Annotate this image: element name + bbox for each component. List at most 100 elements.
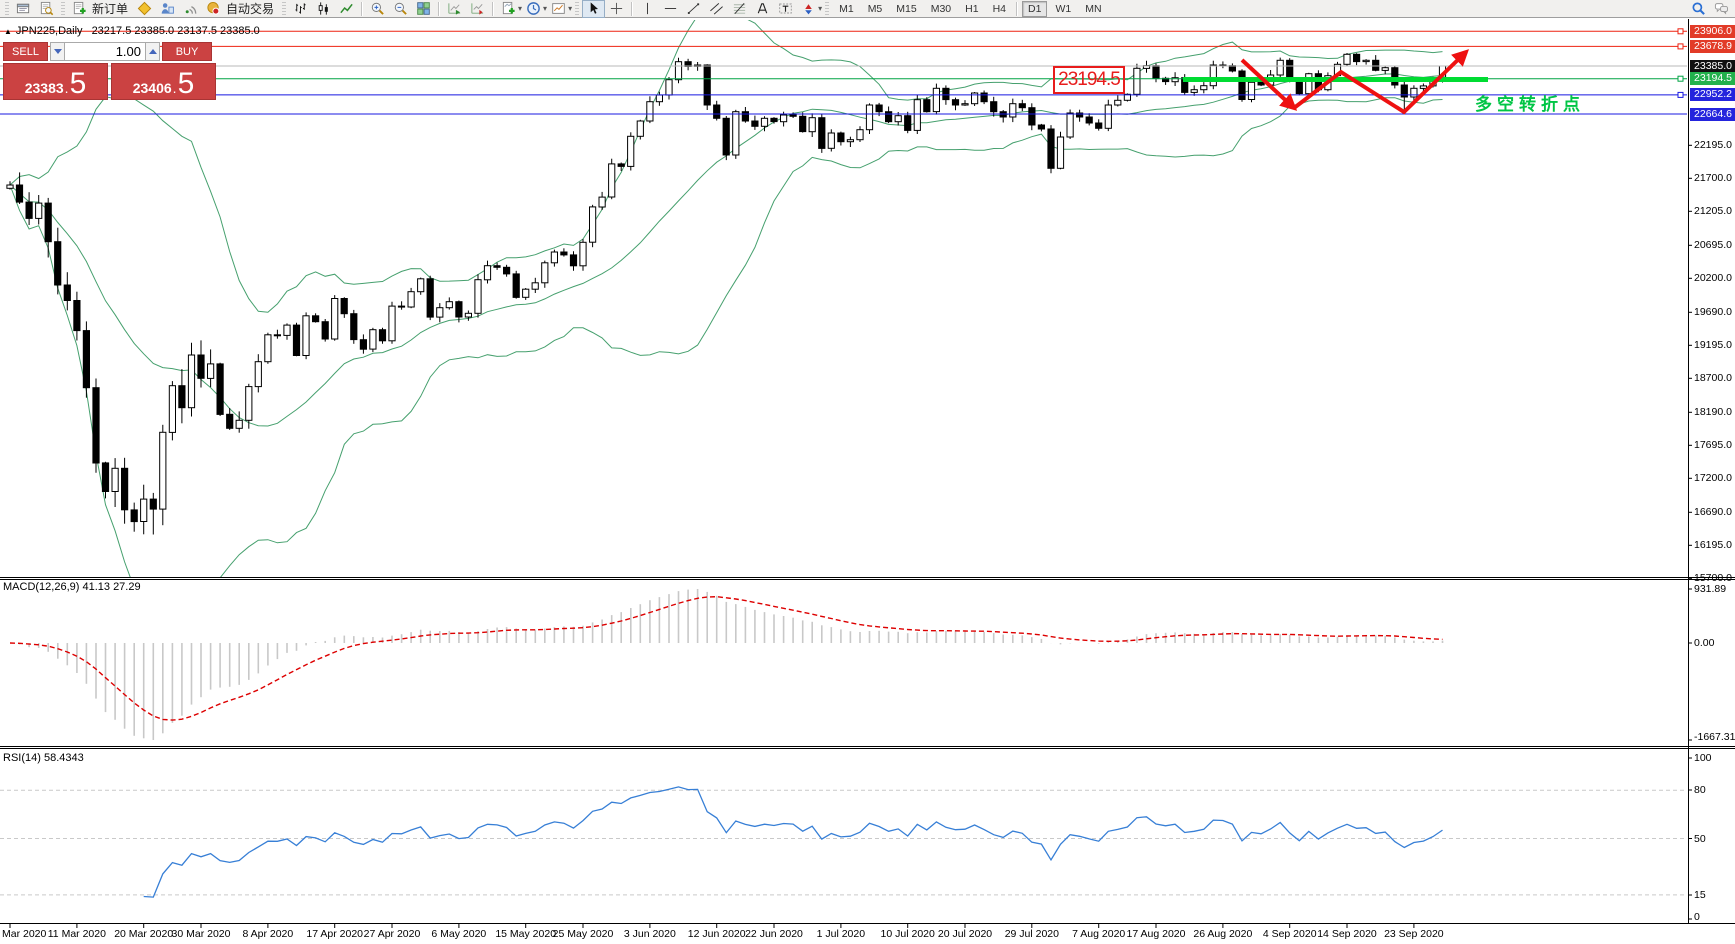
channel-button[interactable] (705, 0, 728, 18)
text-label-icon (779, 3, 792, 14)
macd-panel[interactable] (9, 589, 1444, 740)
arrows-button[interactable] (797, 0, 820, 18)
new-order-button[interactable] (68, 0, 91, 18)
text-button[interactable] (751, 0, 774, 18)
metaeditor-button[interactable] (133, 0, 156, 18)
dropdown-arrow-icon[interactable]: ▾ (518, 4, 523, 13)
buy-price-dot: . (172, 80, 177, 96)
toolbar: 新订单 自动交易 ▾ ▾ ▾ ▾ M1 M5 M15 M30 H1 H4 D1 W1 MN (0, 0, 1735, 18)
line-handle[interactable] (1677, 28, 1684, 35)
signals-button[interactable] (179, 0, 202, 18)
chart-list-icon (16, 3, 30, 14)
toolbar-grip (61, 1, 65, 16)
rsi-scale-tick: 15 (1694, 889, 1706, 901)
cursor-button[interactable] (582, 0, 606, 18)
new-order-label[interactable]: 新订单 (92, 2, 129, 16)
terminal-button[interactable] (156, 0, 179, 18)
autotrading-label[interactable]: 自动交易 (226, 2, 275, 16)
hline-icon (664, 8, 677, 9)
search-icon (1692, 2, 1705, 15)
autotrading-button[interactable] (202, 0, 225, 18)
zigzag-arrow-up[interactable] (1292, 49, 1470, 115)
main-price-panel[interactable] (0, 12, 1688, 616)
price-scale-tick: 19195.0 (1694, 339, 1732, 352)
timeframe-button-mn[interactable]: MN (1085, 2, 1102, 15)
candles-chart-button[interactable] (312, 0, 335, 18)
hline-button[interactable] (659, 0, 682, 18)
timeframe-button-w1[interactable]: W1 (1055, 2, 1072, 15)
date-axis-label: 10 Jul 2020 (880, 928, 935, 940)
date-axis-label: 14 Sep 2020 (1317, 928, 1377, 940)
timeframe-button-m1[interactable]: M1 (839, 2, 854, 15)
vline-icon (647, 2, 649, 15)
chart-ohlc-values: 23217.5 23385.0 23137.5 23385.0 (91, 25, 260, 37)
signals-icon (185, 6, 197, 14)
period-button[interactable] (522, 0, 545, 18)
rsi-panel[interactable] (0, 786, 1688, 898)
trendline-button[interactable] (682, 0, 705, 18)
date-axis-label: 23 Sep 2020 (1384, 928, 1444, 940)
line-handle[interactable] (1677, 43, 1684, 50)
crosshair-button[interactable] (605, 0, 628, 18)
sell-button[interactable]: SELL (3, 42, 48, 61)
volume-decrease-button[interactable] (50, 42, 65, 61)
price-level-annotation-box[interactable]: 23194.5 (1053, 66, 1125, 94)
chart-shift-button[interactable] (466, 0, 489, 18)
chat-button[interactable] (1710, 0, 1733, 18)
fibonacci-button[interactable] (728, 0, 751, 18)
price-scale-tick: 20200.0 (1694, 272, 1732, 285)
text-label-button[interactable] (774, 0, 797, 18)
new-chart-icon (502, 1, 515, 15)
price-line-badge: 23194.5 (1690, 72, 1735, 86)
zoom-in-button[interactable] (366, 0, 389, 18)
zoom-in-icon (371, 2, 384, 15)
volume-increase-button[interactable] (145, 42, 160, 61)
zigzag-arrow-down[interactable] (1240, 58, 1298, 111)
volume-input[interactable] (65, 42, 145, 61)
timeframe-button-h1[interactable]: H1 (965, 2, 979, 15)
line-handle[interactable] (1677, 75, 1684, 82)
turning-point-annotation-text[interactable]: 多空转折点 (1475, 95, 1585, 114)
tile-windows-button[interactable] (412, 0, 435, 18)
line-chart-button[interactable] (335, 0, 358, 18)
chevron-down-icon (53, 49, 62, 54)
date-axis-label: Mar 2020 (2, 928, 47, 940)
dropdown-arrow-icon[interactable]: ▾ (543, 4, 548, 13)
bars-chart-icon (295, 3, 306, 14)
buy-price[interactable]: 23406 . 5 (111, 63, 216, 100)
sell-price[interactable]: 23383 . 5 (3, 63, 108, 100)
period-icon (527, 2, 540, 15)
timeframe-button-h4[interactable]: H4 (992, 2, 1007, 15)
date-axis-label: 17 Aug 2020 (1126, 928, 1186, 940)
timeframe-button-m5[interactable]: M5 (867, 2, 883, 15)
templates-button[interactable] (547, 0, 570, 18)
timeframe-button-m15[interactable]: M15 (896, 2, 917, 15)
chevron-up-icon (148, 49, 157, 54)
bars-chart-button[interactable] (289, 0, 312, 18)
new-chart-button[interactable] (497, 0, 520, 18)
dropdown-arrow-icon[interactable]: ▾ (818, 4, 823, 13)
timeframe-button-d1[interactable]: D1 (1022, 0, 1048, 17)
bollinger-lower-band (9, 97, 1443, 577)
search-button[interactable] (1687, 0, 1710, 18)
collapse-panel-icon[interactable]: ▲ (4, 27, 12, 36)
new-order-icon (73, 1, 86, 15)
timeframe-button-m30[interactable]: M30 (930, 2, 952, 15)
print-preview-button[interactable] (35, 0, 58, 18)
chat-icon (1714, 3, 1728, 15)
price-line-badge: 22664.6 (1690, 107, 1735, 121)
auto-scroll-button[interactable] (443, 0, 466, 18)
print-preview-icon (40, 1, 54, 16)
dropdown-arrow-icon[interactable]: ▾ (568, 4, 573, 13)
date-axis-label: 20 Jul 2020 (937, 928, 993, 940)
line-handle[interactable] (1677, 91, 1684, 98)
zoom-out-button[interactable] (389, 0, 412, 18)
vline-button[interactable] (636, 0, 659, 18)
buy-button[interactable]: BUY (162, 42, 212, 61)
chart-list-button[interactable] (12, 0, 35, 18)
price-scale-tick: 18700.0 (1694, 372, 1732, 385)
date-axis-label: 26 Aug 2020 (1193, 928, 1253, 940)
date-axis-label: 27 Apr 2020 (363, 928, 421, 940)
rsi-line (143, 786, 1443, 898)
